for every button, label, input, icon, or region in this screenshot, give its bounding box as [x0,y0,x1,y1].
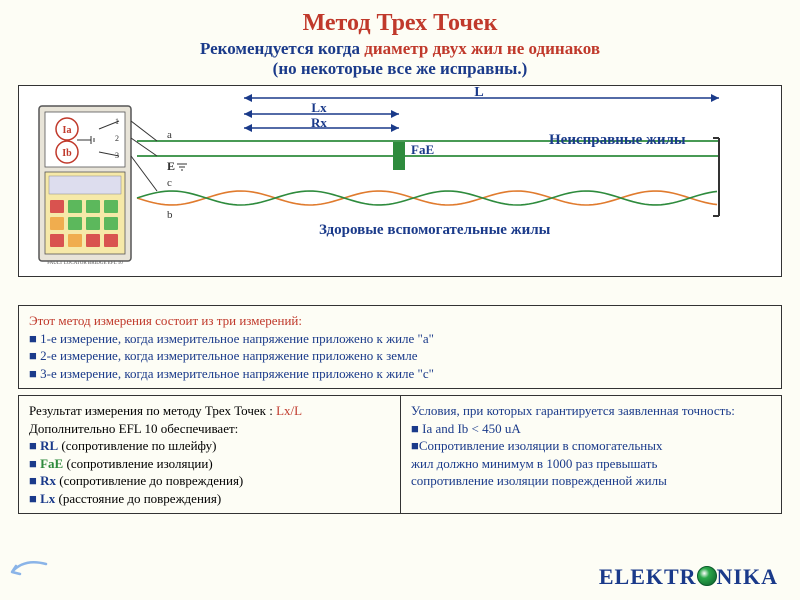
method-items: ■ 1-е измерение, когда измерительное нап… [29,330,771,383]
cond-tail: жил должно минимум в 1000 раз превышать … [411,455,771,490]
result-items: ■ RL (сопротивление по шлейфу) ■ FaE (со… [29,437,390,507]
svg-text:Rx: Rx [311,115,327,130]
subtitle: Рекомендуется когда диаметр двух жил не … [18,39,782,59]
cond-box: Условия, при которых гарантируется заявл… [400,395,782,514]
cond-tail-line: жил должно минимум в 1000 раз превышать [411,455,771,473]
svg-text:Здоровые вспомогательные жилы: Здоровые вспомогательные жилы [319,222,551,238]
svg-text:E: E [167,159,175,173]
result-item: ■ Lx (расстояние до повреждения) [29,490,390,508]
globe-icon [697,566,717,586]
back-arrow-icon[interactable] [4,558,48,586]
result-item: ■ RL (сопротивление по шлейфу) [29,437,390,455]
title-text: Метод Трех Точек [303,10,498,36]
subtitle2-text: (но некоторые все же исправны.) [273,59,528,78]
svg-text:2: 2 [115,134,119,143]
svg-text:b: b [167,209,173,221]
page-title: Метод Трех Точек [18,10,782,37]
subtitle-bold: диаметр двух жил не одинаков [364,39,600,58]
result-line2: Дополнительно EFL 10 обеспечивает: [29,420,390,438]
brand-b: NIKA [717,564,778,589]
cond-item: ■ Ia and Ib < 450 uA [411,420,771,438]
result-box: Результат измерения по методу Трех Точек… [18,395,400,514]
subtitle-2: (но некоторые все же исправны.) [18,59,782,79]
svg-text:FaE: FaE [411,142,434,157]
method-header: Этот метод измерения состоит из три изме… [29,312,771,330]
subtitle-a: Рекомендуется когда [200,39,364,58]
result-line1: Результат измерения по методу Трех Точек… [29,402,390,420]
result-lxL: Lx/L [276,403,302,418]
cond-tail-line: сопротивление изоляции поврежденной жилы [411,472,771,490]
method-item: ■ 2-е измерение, когда измерительное нап… [29,347,771,365]
result-item: ■ Rx (сопротивление до повреждения) [29,472,390,490]
lower-row: Результат измерения по методу Трех Точек… [18,395,782,514]
method-item: ■ 1-е измерение, когда измерительное нап… [29,330,771,348]
cond-header: Условия, при которых гарантируется заявл… [411,402,771,420]
svg-text:c: c [167,177,172,189]
svg-text:Ia: Ia [63,125,72,136]
svg-text:a: a [167,129,172,141]
svg-text:Неисправные жилы: Неисправные жилы [549,132,686,148]
svg-text:L: L [474,86,483,100]
svg-text:FAULT LOCATOR BRIDGE EFL 10: FAULT LOCATOR BRIDGE EFL 10 [47,261,123,266]
brand-a: ELEKTR [599,564,697,589]
result-item: ■ FaE (сопротивление изоляции) [29,455,390,473]
cond-items: ■ Ia and Ib < 450 uA■Сопротивление изоля… [411,420,771,455]
method-item: ■ 3-е измерение, когда измерительное нап… [29,365,771,383]
brand: ELEKTR NIKA [599,564,778,590]
diagram-svg: IaIb123FAULT LOCATOR BRIDGE EFL 10LLxRxa… [19,86,779,274]
result-l1a: Результат измерения по методу Трех Точек… [29,403,276,418]
svg-text:Lx: Lx [311,100,327,115]
diagram: IaIb123FAULT LOCATOR BRIDGE EFL 10LLxRxa… [18,85,782,277]
cond-item: ■Сопротивление изоляции в спомогательных [411,437,771,455]
method-box: Этот метод измерения состоит из три изме… [18,305,782,389]
svg-text:Ib: Ib [62,148,72,159]
